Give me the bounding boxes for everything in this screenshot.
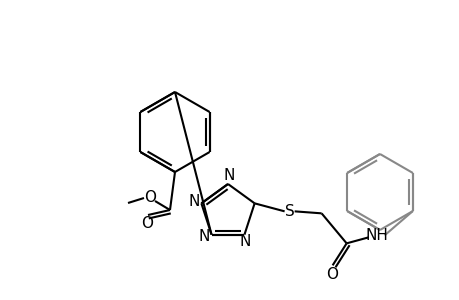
Text: S: S xyxy=(284,204,294,219)
Text: NH: NH xyxy=(364,228,387,243)
Text: N: N xyxy=(239,234,251,249)
Text: O: O xyxy=(325,267,337,282)
Text: N: N xyxy=(198,229,210,244)
Text: N: N xyxy=(223,169,234,184)
Text: O: O xyxy=(144,190,156,206)
Text: O: O xyxy=(141,217,153,232)
Text: N: N xyxy=(188,194,200,209)
